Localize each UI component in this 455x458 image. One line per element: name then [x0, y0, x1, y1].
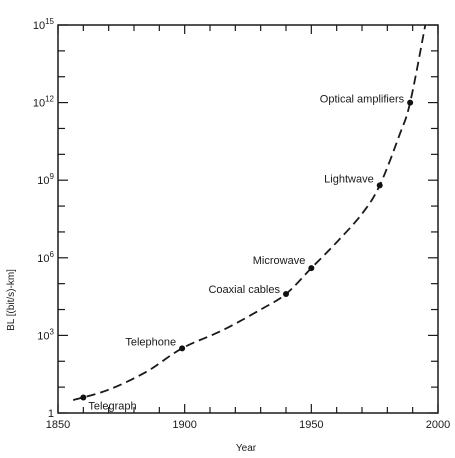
x-tick-label: 1900	[172, 419, 196, 431]
y-tick-label: 1	[48, 408, 54, 420]
y-tick-label-base: 10	[37, 253, 49, 265]
y-tick-label-base: 10	[33, 98, 45, 110]
labels-layer: Telegraph Telephone Coaxial cables Microwav…	[88, 94, 404, 413]
x-tick-label: 1850	[46, 419, 70, 431]
x-tick-label: 2000	[426, 419, 450, 431]
data-point	[407, 99, 414, 106]
y-tick-label: 106	[37, 250, 54, 265]
y-tick-label: 1015	[33, 17, 55, 32]
data-point-label: Coaxial cables	[208, 284, 280, 296]
x-axis-label: Year	[236, 443, 257, 453]
trend-line	[72, 24, 427, 401]
y-tick-label: 103	[37, 327, 54, 342]
y-tick-label-exponent: 6	[50, 250, 55, 259]
y-tick-label-base: 1	[48, 408, 54, 420]
data-point	[179, 345, 186, 352]
data-point-label: Microwave	[253, 255, 306, 267]
y-tick-label-exponent: 9	[50, 172, 55, 181]
y-tick-label-base: 10	[33, 20, 45, 32]
data-point-label: Lightwave	[324, 173, 374, 185]
data-point-label: Telephone	[125, 336, 176, 348]
y-axis-label: BL [(bit/s)-km]	[6, 269, 17, 331]
y-tick-label-exponent: 3	[50, 327, 55, 336]
data-point	[376, 182, 383, 189]
y-tick-label-base: 10	[37, 175, 49, 187]
plot-frame	[57, 24, 439, 414]
x-tick-label: 1950	[299, 419, 323, 431]
y-tick-label: 1012	[33, 95, 55, 110]
trend-layer	[72, 24, 427, 401]
y-tick-label-exponent: 12	[45, 95, 54, 104]
data-point	[308, 265, 315, 272]
points-layer	[80, 99, 414, 401]
y-tick-label-exponent: 15	[45, 17, 54, 26]
y-tick-label-base: 10	[37, 330, 49, 342]
data-point-label: Optical amplifiers	[320, 94, 405, 106]
data-point	[283, 291, 289, 298]
data-point-label: Telegraph	[88, 400, 136, 412]
data-point	[80, 394, 87, 401]
y-tick-label: 109	[37, 172, 54, 187]
